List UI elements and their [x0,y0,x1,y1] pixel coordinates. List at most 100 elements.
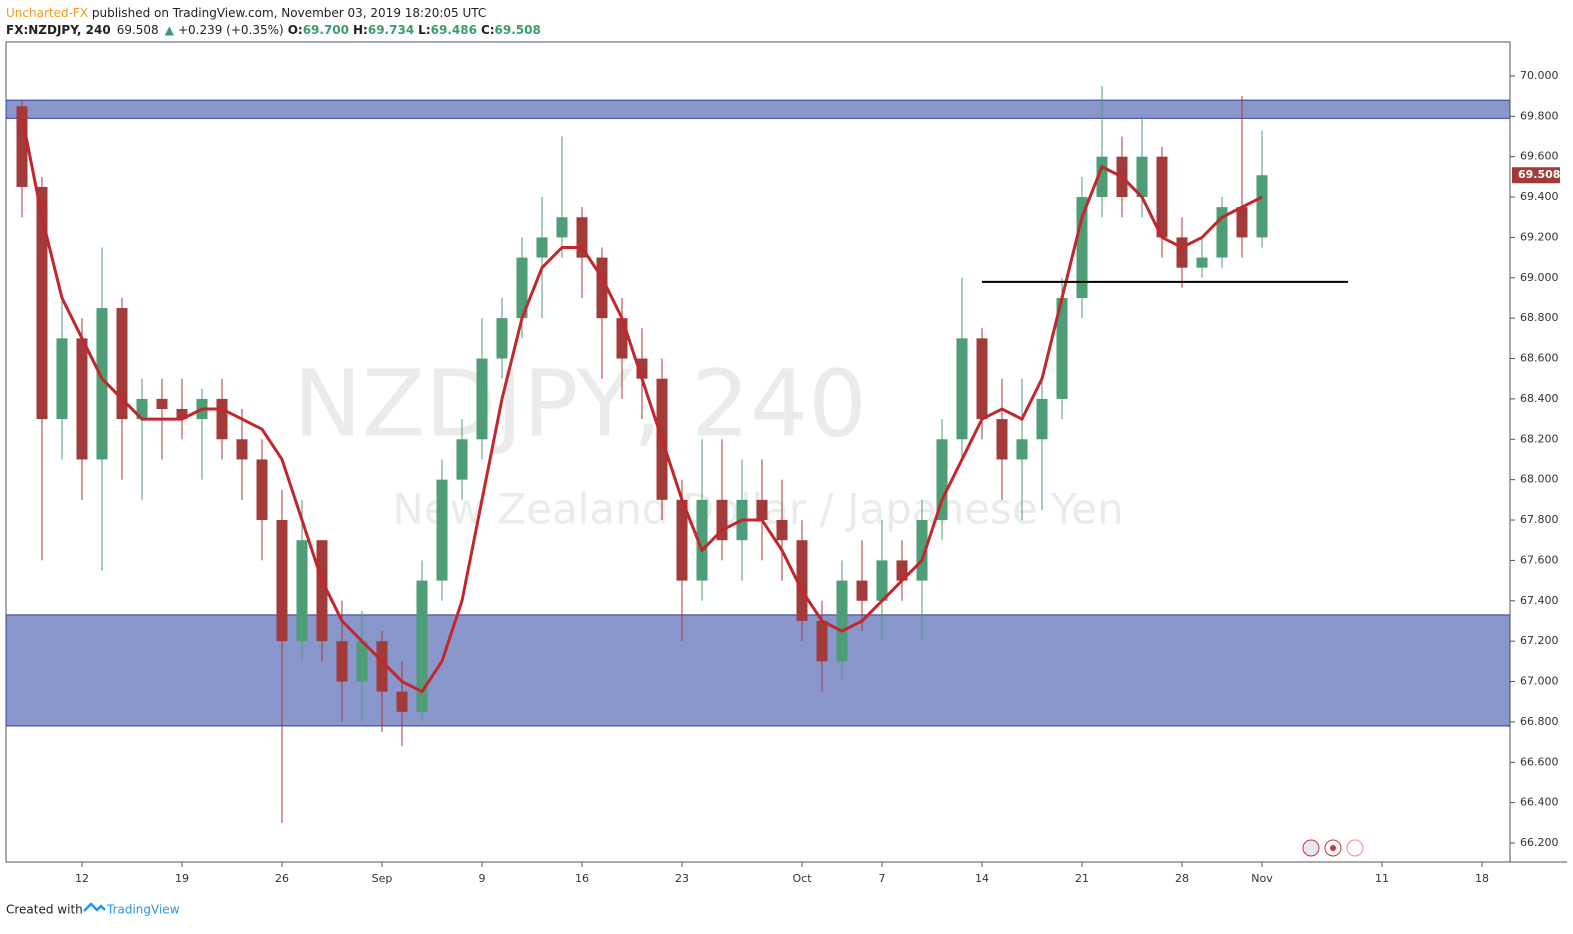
candle-body [716,499,728,541]
candle-body [16,106,28,187]
x-tick-label: 23 [675,872,689,885]
h: 69.734 [368,23,414,37]
x-tick-label: 26 [275,872,289,885]
candle-body [1056,297,1068,399]
l: 69.486 [431,23,477,37]
l-label: L: [418,23,430,37]
candle-body [676,499,688,581]
candle-body [956,338,968,440]
candle-body [976,338,988,420]
y-tick-label: 69.400 [1520,190,1559,203]
candle-body [216,398,228,440]
tv-logo [83,902,106,912]
candle-body [276,520,288,642]
c: 69.508 [495,23,541,37]
o: 69.700 [303,23,349,37]
candle-body [776,520,788,541]
candle-body [816,620,828,662]
arrow: ▲ [165,23,175,37]
candle-body [136,398,148,420]
candle-body [336,641,348,682]
candle-body [1216,207,1228,258]
candle-body [296,540,308,642]
y-tick-label: 67.200 [1520,634,1559,647]
candle-body [516,257,528,319]
x-tick-label: 28 [1175,872,1189,885]
symbol: FX:NZDJPY, 240 [6,23,111,37]
footer-brand[interactable]: TradingView [106,903,180,917]
y-tick-label: 69.200 [1520,230,1559,243]
candle-body [1156,156,1168,238]
candle-body [596,257,608,319]
candle-body [536,237,548,258]
candle-body [1036,398,1048,440]
candle-body [936,439,948,521]
candle-body [796,540,808,621]
candle-body [116,308,128,420]
candle-body [236,439,248,460]
candle-body [1256,175,1268,238]
candle-body [1236,207,1248,238]
x-tick-label: 21 [1075,872,1089,885]
candle-body [416,580,428,712]
candle-body [1076,197,1088,298]
x-tick-label: 9 [479,872,486,885]
y-tick-label: 67.000 [1520,675,1559,688]
candle-body [1176,237,1188,268]
y-tick-label: 66.200 [1520,836,1559,849]
last: 69.508 [117,23,159,37]
zone [6,99,1510,119]
x-tick-label: 11 [1375,872,1389,885]
h-label: H: [353,23,368,37]
flags [1302,839,1364,857]
candle-body [396,691,408,712]
candle-body [1136,156,1148,198]
candle-body [256,459,268,521]
candle-body [56,338,68,420]
y-tick-label: 68.200 [1520,432,1559,445]
candle-body [356,641,368,682]
candle-body [556,217,568,238]
candle-body [36,186,48,420]
moving-average [20,115,1263,694]
x-tick-label: 18 [1475,872,1489,885]
candle-body [756,499,768,521]
y-tick-label: 67.800 [1520,513,1559,526]
y-tick-label: 68.400 [1520,392,1559,405]
y-tick-label: 66.400 [1520,796,1559,809]
y-tick-label: 70.000 [1520,69,1559,82]
published: published on TradingView.com, November 0… [88,6,486,20]
y-tick-label: 67.400 [1520,594,1559,607]
candle-body [996,419,1008,460]
x-tick-label: 16 [575,872,589,885]
watermark-symbol: NZDJPY, 240 [293,350,867,457]
candle-body [616,318,628,359]
change: +0.239 (+0.35%) [178,23,284,37]
candle-body [876,560,888,601]
x-tick-label: 14 [975,872,989,885]
candle-body [176,409,188,420]
c-label: C: [481,23,495,37]
plot-layer [6,86,1510,823]
candle-body [1016,439,1028,460]
last-price-label: 69.508 [1518,168,1560,181]
y-tick-label: 68.000 [1520,473,1559,486]
y-tick-label: 69.800 [1520,109,1559,122]
candle-body [696,499,708,581]
candle-body [636,358,648,379]
y-tick-label: 66.800 [1520,715,1559,728]
y-tick-label: 68.800 [1520,311,1559,324]
candle-body [1196,257,1208,268]
y-tick-label: 69.000 [1520,271,1559,284]
x-tick-label: Sep [372,872,393,885]
y-tick-label: 66.600 [1520,755,1559,768]
candle-body [1096,156,1108,198]
candle-body [476,358,488,440]
candle-body [436,479,448,581]
y-tick-label: 67.600 [1520,553,1559,566]
author[interactable]: Uncharted-FX [6,6,88,20]
candle-body [456,439,468,480]
y-tick-label: 68.600 [1520,352,1559,365]
x-tick-label: Nov [1251,872,1273,885]
